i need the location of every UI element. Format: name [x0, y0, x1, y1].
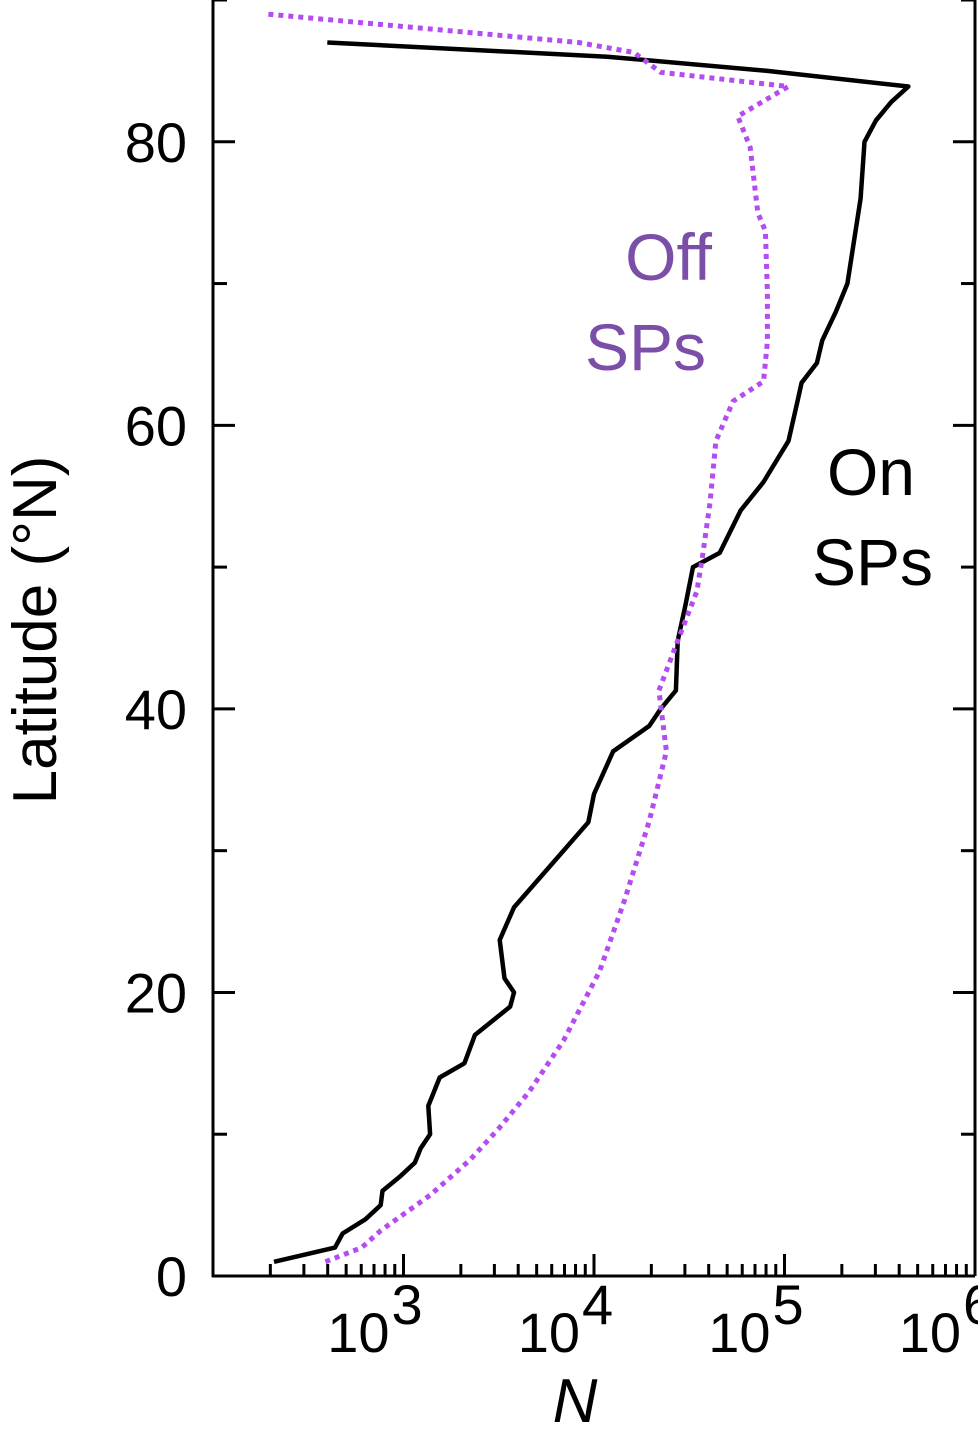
y-tick-label: 0 — [156, 1245, 187, 1308]
y-axis-label: Latitude (°N) — [1, 456, 70, 805]
off-sps-annotation: Off — [625, 220, 712, 294]
x-tick-label: 10 — [327, 1301, 389, 1364]
series-group — [268, 11, 911, 1265]
axes — [211, 0, 977, 1278]
x-tick-label: 10 — [899, 1301, 961, 1364]
on-sps-annotation: On — [827, 435, 915, 509]
x-tick-exponent: 3 — [392, 1273, 423, 1336]
x-tick-exponent: 5 — [773, 1273, 804, 1336]
y-tick-label: 20 — [125, 961, 187, 1024]
x-tick-exponent: 6 — [963, 1273, 978, 1336]
on-sps-annotation: SPs — [812, 525, 933, 599]
x-tick-exponent: 4 — [582, 1273, 613, 1336]
x-axis-label: N — [553, 1367, 598, 1430]
on-sps-line — [273, 40, 911, 1264]
x-tick-label: 10 — [518, 1301, 580, 1364]
off-sps-annotation: SPs — [585, 310, 706, 384]
x-tick-label: 10 — [708, 1301, 770, 1364]
labels-group: 103104105106020406080OffSPsOnSPs — [125, 111, 978, 1364]
y-tick-label: 40 — [125, 678, 187, 741]
y-tick-label: 60 — [125, 394, 187, 457]
off-sps-line — [268, 11, 791, 1265]
y-tick-label: 80 — [125, 111, 187, 174]
